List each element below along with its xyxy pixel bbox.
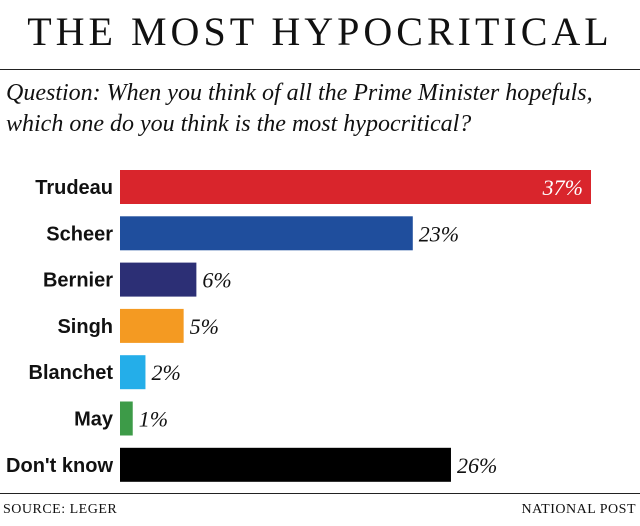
value-label-bernier: 6% [202, 268, 231, 293]
footer-rule [0, 493, 640, 494]
value-label-singh: 5% [190, 314, 219, 339]
bar-may [120, 401, 133, 436]
category-label-trudeau: Trudeau [35, 177, 113, 199]
value-label-don-t-know: 26% [457, 453, 497, 478]
bar-blanchet [120, 355, 146, 390]
bar-bernier [120, 262, 197, 297]
category-label-may: May [74, 409, 114, 431]
publisher-credit: NATIONAL POST [521, 502, 636, 517]
value-label-may: 1% [139, 407, 168, 432]
category-label-scheer: Scheer [46, 223, 113, 245]
survey-question: Question: When you think of all the Prim… [6, 80, 593, 137]
value-label-scheer: 23% [419, 221, 459, 246]
value-label-blanchet: 2% [151, 360, 180, 385]
bar-don-t-know [120, 447, 451, 482]
chart-title: THE MOST HYPOCRITICAL [27, 9, 613, 54]
bar-scheer [120, 216, 413, 251]
category-label-bernier: Bernier [43, 270, 113, 292]
bar-singh [120, 308, 184, 343]
category-label-blanchet: Blanchet [29, 362, 114, 384]
category-label-singh: Singh [57, 316, 113, 338]
source-credit: SOURCE: LEGER [3, 502, 118, 517]
title-rule [0, 69, 640, 70]
bar-trudeau [120, 170, 591, 204]
category-label-don-t-know: Don't know [6, 455, 113, 477]
value-label-trudeau: 37% [542, 175, 583, 200]
